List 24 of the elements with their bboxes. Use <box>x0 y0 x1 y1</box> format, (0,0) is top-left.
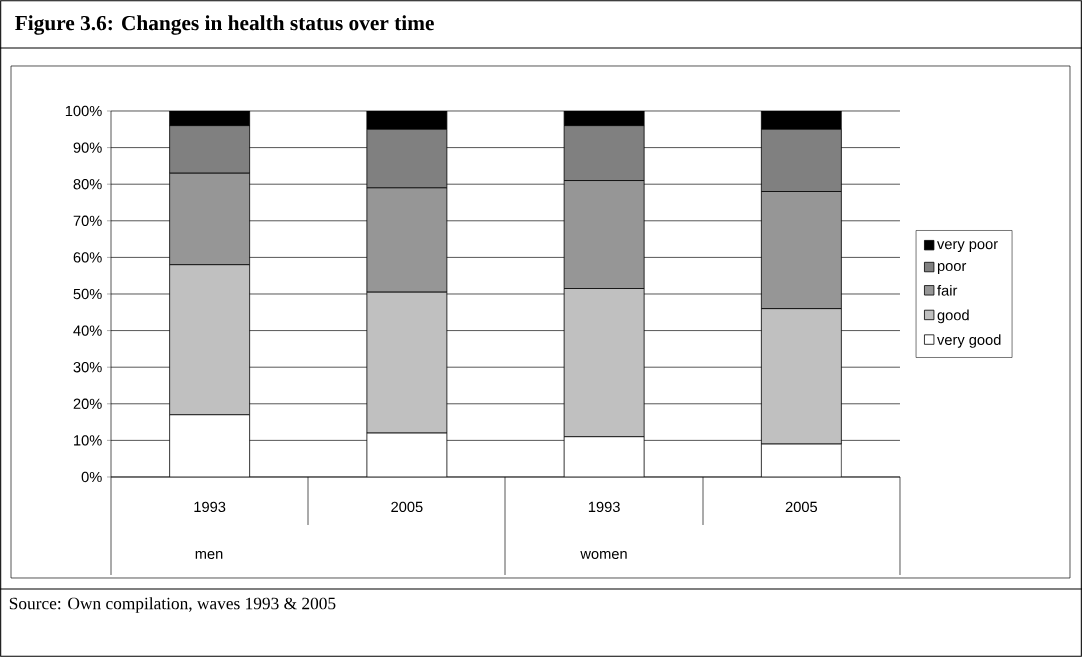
y-tick-label: 100% <box>65 105 102 117</box>
y-tick-label: 80% <box>73 179 102 190</box>
legend-label: very good <box>937 334 1001 348</box>
y-tick-label: 30% <box>73 362 102 373</box>
y-tick-label: 20% <box>73 398 102 409</box>
x-tick-label: 1993 <box>194 501 226 513</box>
legend-label: good <box>937 309 969 324</box>
x-tick-label: 2005 <box>785 501 818 513</box>
text: women <box>580 550 627 560</box>
legend-label: fair <box>937 284 958 296</box>
y-tick-label: 40% <box>73 325 102 336</box>
y-tick-label: 70% <box>73 215 102 226</box>
y-tick-label: 0% <box>81 471 102 483</box>
y-tick-label: 50% <box>73 288 102 300</box>
source-note: Source: Own compilation, waves 1993 & 2005 <box>9 597 336 613</box>
y-tick-label: 10% <box>74 435 102 446</box>
legend-label: very poor <box>937 241 998 253</box>
x-tick-label: 1993 <box>588 501 620 513</box>
y-tick-label: 60% <box>73 252 102 263</box>
x-tick-label: 2005 <box>391 501 423 513</box>
text: men <box>195 550 223 560</box>
y-tick-label: 90% <box>73 142 102 153</box>
chart-title: Figure 3.6: Changes in health status over time <box>15 15 434 35</box>
legend-label: poor <box>937 263 967 274</box>
